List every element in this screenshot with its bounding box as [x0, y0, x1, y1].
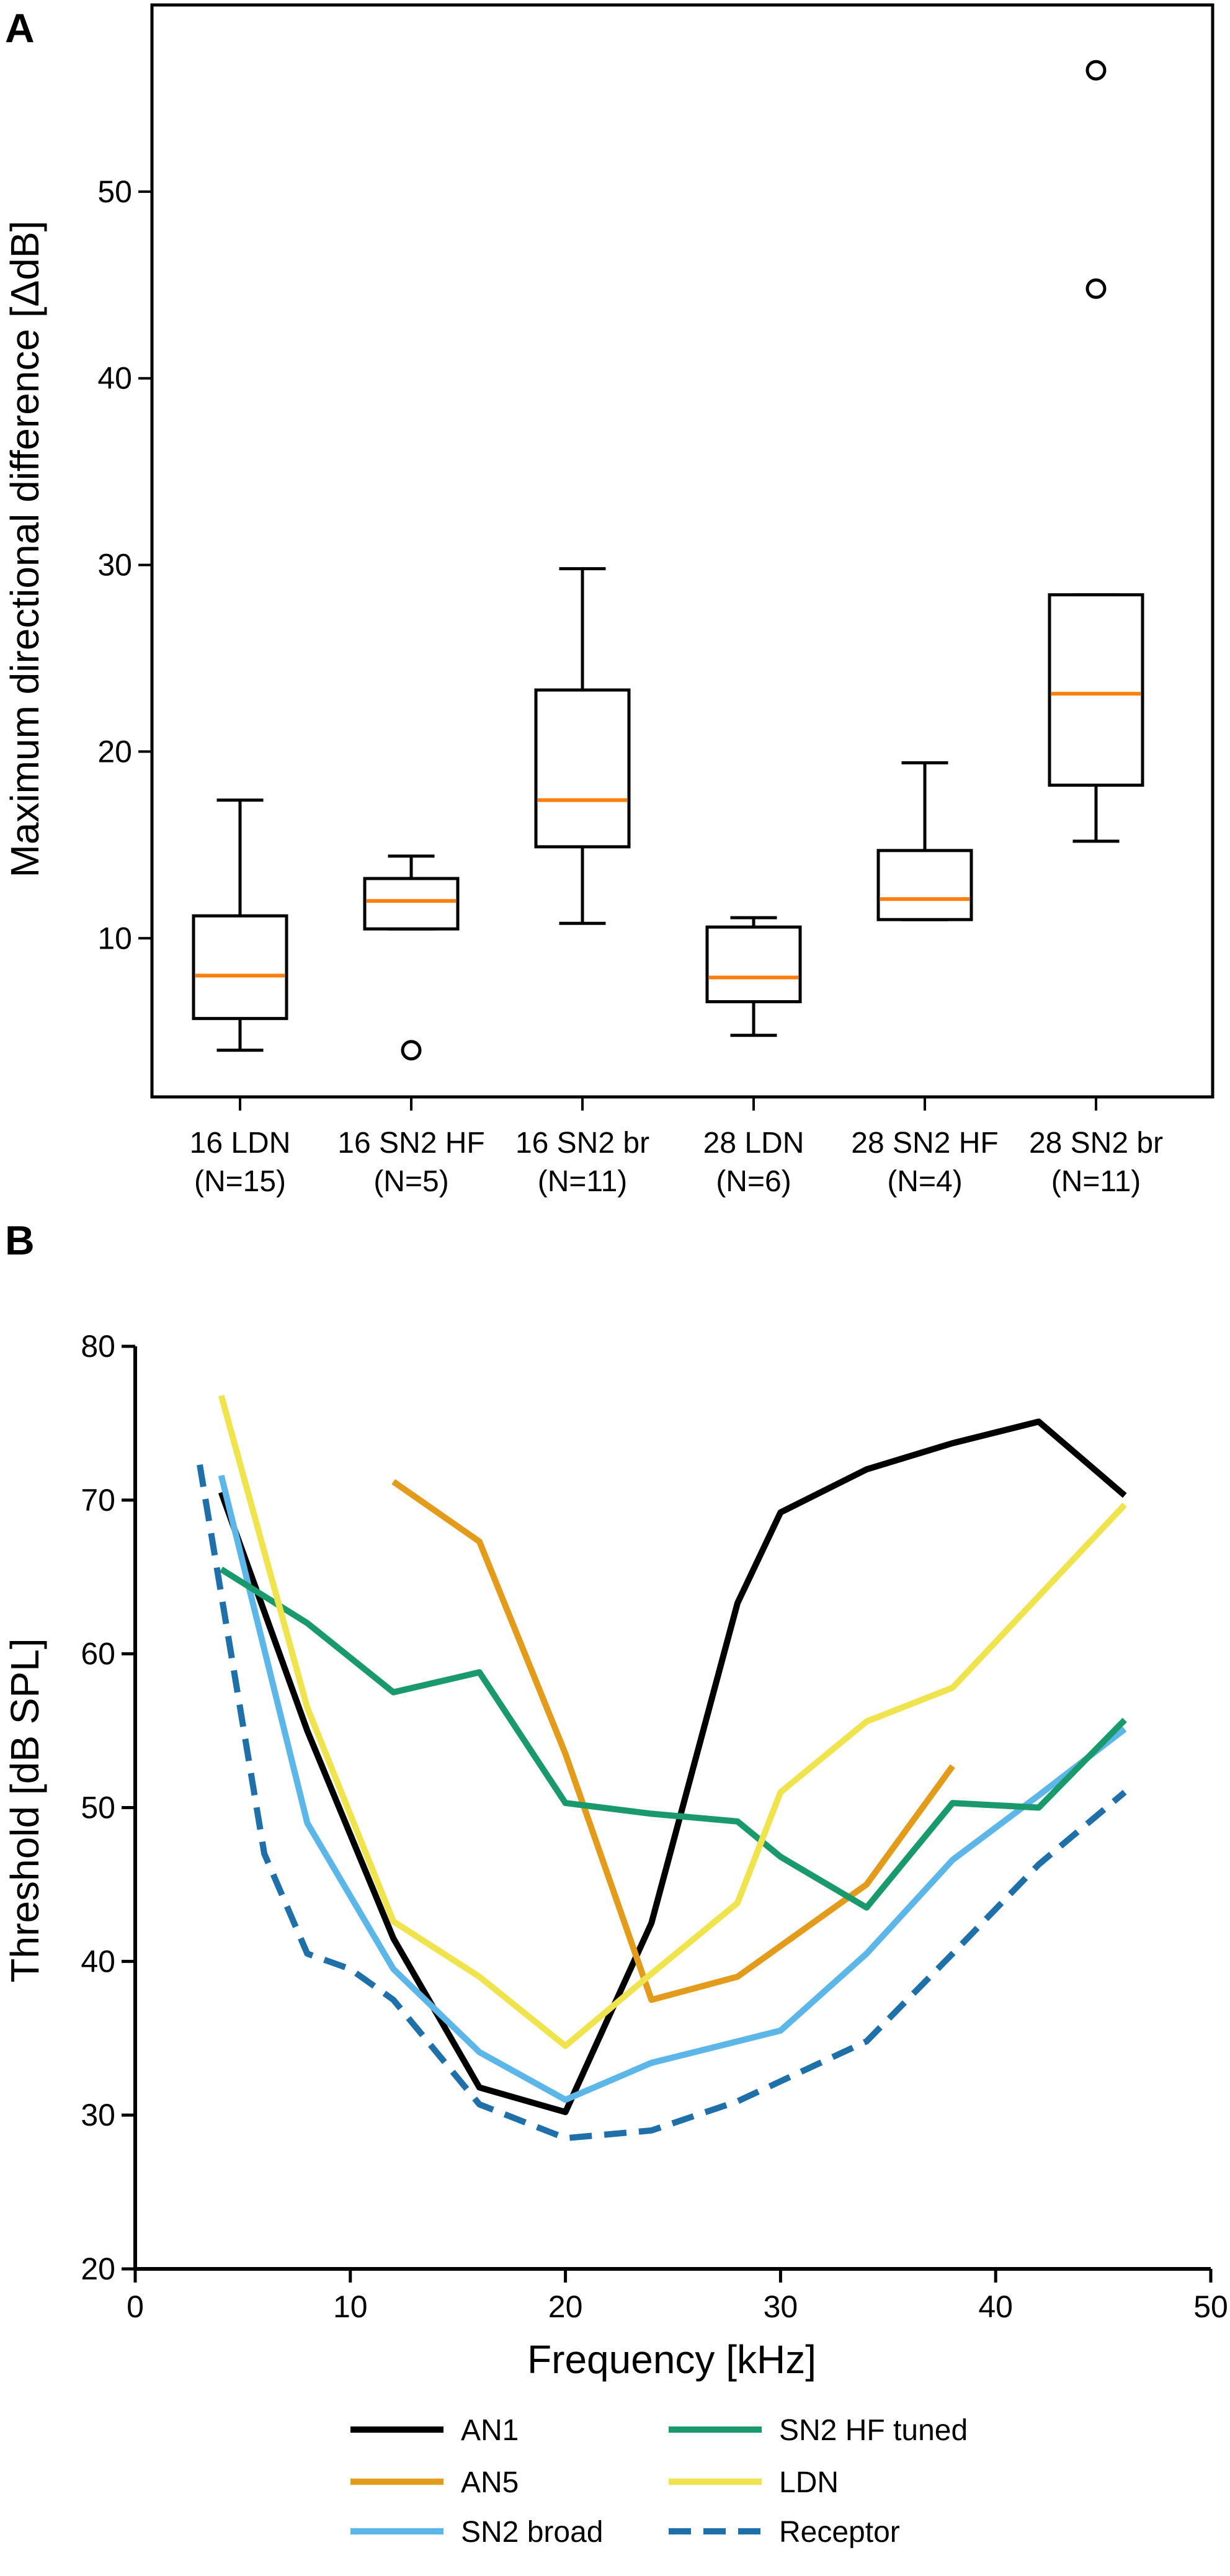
box-iqr [876, 849, 973, 921]
y-tick-label: 50 [97, 174, 132, 209]
legend-label: AN5 [461, 2466, 519, 2499]
panel-a-axes-frame [150, 3, 1214, 1099]
x-tick-label: 10 [333, 2289, 368, 2324]
legend-item: AN5 [350, 2466, 519, 2499]
box-iqr [192, 914, 288, 1021]
box-5 [876, 761, 973, 921]
panel-b-y-axis-title: Threshold [dB SPL] [2, 1639, 47, 1983]
y-tick-label: 40 [81, 1944, 115, 1979]
category-label: 16 SN2 br [515, 1127, 649, 1160]
box-6 [1048, 60, 1144, 843]
category-n-label: (N=5) [373, 1165, 448, 1198]
legend-item: SN2 HF tuned [669, 2414, 968, 2447]
y-tick-label: 10 [97, 921, 132, 955]
series-line-sn2-hf-tuned [220, 1567, 1127, 1911]
y-tick-label: 50 [81, 1791, 115, 1825]
category-n-label: (N=6) [716, 1165, 791, 1198]
box-1 [192, 798, 288, 1052]
panel-a-letter: A [5, 5, 35, 51]
box-iqr [534, 688, 631, 849]
category-n-label: (N=11) [1051, 1165, 1141, 1198]
outlier-point [1085, 278, 1107, 299]
category-label: 28 SN2 HF [851, 1127, 998, 1160]
box-2 [363, 854, 460, 1061]
y-tick-label: 80 [81, 1329, 115, 1364]
y-tick-label: 70 [81, 1483, 115, 1518]
legend-label: LDN [779, 2466, 839, 2499]
category-label: 16 SN2 HF [337, 1127, 484, 1160]
x-tick-label: 20 [548, 2289, 583, 2324]
x-tick-label: 30 [764, 2289, 798, 2324]
box-4 [705, 916, 802, 1037]
panel-a-y-axis-title: Maximum directional difference [ΔdB] [2, 221, 47, 878]
y-tick-label: 20 [97, 734, 132, 769]
outlier-point [1085, 60, 1107, 81]
legend-item: Receptor [669, 2516, 900, 2549]
panel-b-x-axis-title: Frequency [kHz] [527, 2337, 816, 2382]
panel-a-box-plot: A 10 20 30 40 50 16 LDN (N=15) 16 SN2 HF (N=5) 1… [2, 3, 1214, 1198]
panel-b-letter: B [5, 1217, 35, 1263]
x-tick-label: 0 [127, 2289, 144, 2324]
category-label: 28 SN2 br [1029, 1127, 1163, 1160]
legend: AN1 SN2 HF tuned AN5 LDN SN2 broad Receptor [350, 2414, 968, 2549]
legend-label: AN1 [461, 2414, 519, 2447]
series-line-an5 [391, 1478, 955, 2003]
category-n-label: (N=4) [887, 1165, 962, 1198]
legend-label: SN2 broad [461, 2516, 603, 2549]
legend-item: LDN [669, 2466, 839, 2499]
x-tick-label: 50 [1193, 2289, 1228, 2324]
legend-label: SN2 HF tuned [779, 2414, 968, 2447]
category-label: 28 LDN [703, 1127, 804, 1160]
legend-item: AN1 [350, 2414, 519, 2447]
outlier-point [401, 1040, 422, 1061]
series-line-sn2-broad [218, 1474, 1127, 2103]
legend-item: SN2 broad [350, 2516, 603, 2549]
series-line-receptor [197, 1464, 1127, 2142]
legend-label: Receptor [779, 2516, 900, 2549]
box-iqr [1048, 593, 1144, 787]
series-line-ldn [218, 1394, 1127, 2049]
x-tick-label: 40 [978, 2289, 1013, 2324]
y-tick-label: 20 [81, 2252, 115, 2286]
category-label: 16 LDN [190, 1127, 291, 1160]
box-iqr [363, 877, 460, 931]
category-n-label: (N=11) [538, 1165, 628, 1198]
box-iqr [705, 925, 802, 1004]
y-tick-label: 40 [97, 361, 132, 396]
series-line-an1 [218, 1418, 1127, 2116]
category-n-label: (N=15) [194, 1165, 286, 1198]
y-tick-label: 60 [81, 1637, 115, 1671]
y-tick-label: 30 [97, 548, 132, 583]
panel-b-line-plot: B 20 30 40 50 60 70 80 0 10 20 30 40 50 Frequency [k… [2, 1217, 1228, 2549]
y-tick-label: 30 [81, 2098, 115, 2132]
box-3 [534, 567, 631, 925]
